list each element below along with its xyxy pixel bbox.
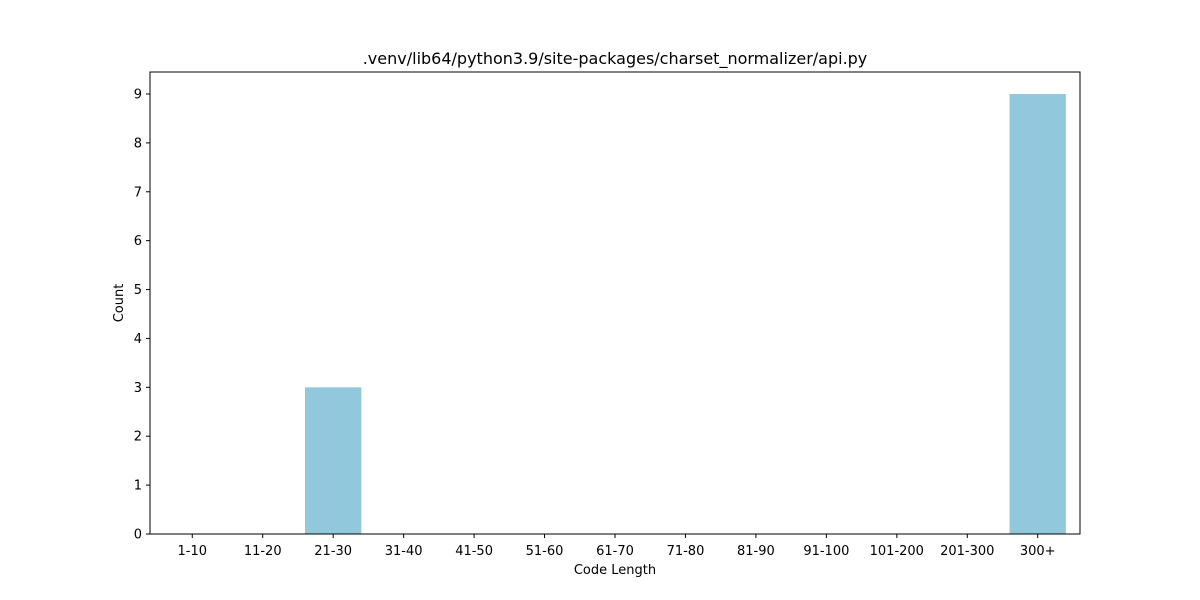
y-tick-label: 4: [134, 332, 142, 347]
x-tick-label: 1-10: [178, 544, 208, 559]
y-tick-label: 2: [134, 430, 142, 445]
x-tick-label: 91-100: [803, 544, 849, 559]
x-tick-label: 31-40: [385, 544, 423, 559]
x-tick-label: 21-30: [314, 544, 352, 559]
x-tick-label: 201-300: [940, 544, 994, 559]
y-tick-label: 0: [134, 528, 142, 543]
x-tick-label: 61-70: [596, 544, 634, 559]
y-tick-label: 1: [134, 479, 142, 494]
y-tick-label: 6: [134, 234, 142, 249]
x-tick-label: 41-50: [455, 544, 493, 559]
y-tick-label: 9: [134, 88, 142, 103]
y-tick-label: 5: [134, 283, 142, 298]
y-tick-label: 8: [134, 136, 142, 151]
x-tick-label: 51-60: [526, 544, 564, 559]
x-tick-label: 81-90: [737, 544, 775, 559]
y-tick-label: 7: [134, 185, 142, 200]
plot-area-frame: [149, 71, 1081, 535]
x-axis-label: Code Length: [574, 563, 656, 578]
y-tick-label: 3: [134, 381, 142, 396]
bar-300+: [1009, 94, 1066, 534]
y-axis-ticks: 0 1 2 3 4 5 6 7 8 9: [134, 88, 150, 543]
chart-title: .venv/lib64/python3.9/site-packages/char…: [363, 49, 868, 69]
x-tick-label: 11-20: [244, 544, 282, 559]
bar-21-30: [305, 387, 362, 534]
y-axis-label: Count: [112, 284, 127, 323]
bars-layer: [305, 94, 1066, 534]
x-tick-label: 71-80: [667, 544, 705, 559]
x-tick-label: 101-200: [870, 544, 924, 559]
x-axis-ticks: 1-10 11-20 21-30 31-40 41-50 51-60 61-70 71-80 8…: [178, 534, 1056, 559]
x-tick-label: 300+: [1020, 544, 1056, 559]
